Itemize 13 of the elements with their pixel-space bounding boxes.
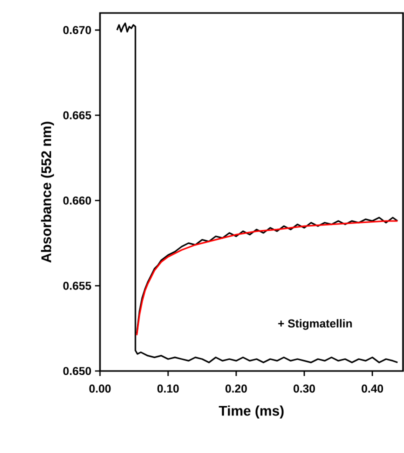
x-tick-label: 0.00 [89,384,111,393]
y-tick-label: 0.665 [63,111,92,120]
x-tick-label: 0.10 [157,384,179,393]
x-tick-label: 0.30 [294,384,315,393]
x-tick-label: 0.40 [362,384,384,393]
y-tick-label: 0.650 [63,366,92,376]
x-tick-label: 0.20 [225,384,247,393]
y-tick-label: 0.670 [63,26,92,34]
y-axis-title: Absorbance (552 nm) [40,122,54,263]
x-axis-title: Time (ms) [218,405,284,418]
annotation: + Stigmatellin [278,319,352,330]
y-tick-label: 0.660 [63,196,92,205]
y-tick-label: 0.655 [63,282,92,290]
